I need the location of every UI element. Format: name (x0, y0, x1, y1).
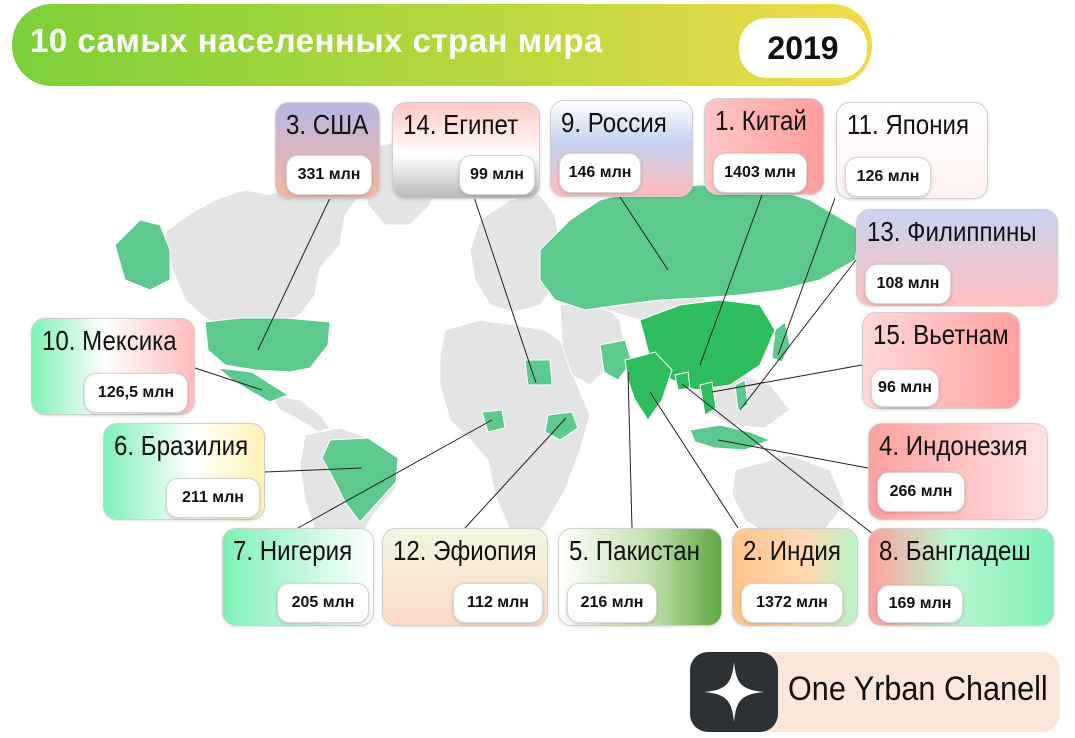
population-badge: 211 млн (166, 478, 260, 518)
population-badge: 99 млн (459, 155, 535, 195)
country-vietnam (699, 381, 717, 416)
connector-lines (194, 184, 879, 539)
page-title: 10 самых населенных стран мира (30, 22, 603, 59)
connector-line-usa (257, 197, 331, 351)
population-badge: 1403 млн (713, 153, 807, 193)
connector-line-mexico (194, 367, 263, 391)
population-badge: 266 млн (877, 472, 965, 512)
connector-line-bangladesh (681, 383, 879, 539)
country-card-brazil: 6. Бразилия 211 млн (103, 423, 265, 520)
country-card-nigeria: 7. Нигерия 205 млн (222, 528, 374, 626)
country-card-japan: 11. Япония 126 млн (836, 102, 988, 199)
country-name: 3. США (286, 109, 369, 140)
country-mexico (216, 367, 290, 403)
population-badge: 1372 млн (741, 583, 843, 623)
connector-line-pakistan (627, 371, 633, 529)
country-name: 1. Китай (715, 105, 807, 136)
country-name: 11. Япония (847, 109, 969, 140)
country-indonesia (689, 424, 772, 451)
year-badge: 2019 (739, 18, 867, 78)
country-card-bangladesh: 8. Бангладеш 169 млн (868, 528, 1054, 626)
country-name: 6. Бразилия (114, 430, 249, 461)
population-badge: 126,5 млн (84, 373, 188, 413)
highlighted-countries (114, 184, 861, 523)
country-name: 10. Мексика (42, 325, 177, 356)
population-badge: 126 млн (845, 157, 931, 197)
country-card-china: 1. Китай 1403 млн (704, 98, 824, 195)
title-banner: 10 самых населенных стран мира 2019 (12, 4, 872, 86)
connector-line-indonesia (717, 439, 869, 469)
channel-badge: One Yrban Chanell (690, 652, 1060, 732)
country-name: 7. Нигерия (233, 535, 353, 566)
country-japan (771, 321, 791, 363)
population-badge: 146 млн (559, 153, 641, 193)
country-name: 4. Индонезия (879, 430, 1028, 461)
connector-line-ethiopia (464, 417, 567, 529)
connector-line-philippines (739, 259, 857, 411)
country-name: 9. Россия (561, 107, 667, 138)
population-badge: 108 млн (865, 264, 951, 304)
country-pakistan (599, 339, 633, 381)
population-badge: 169 млн (877, 585, 963, 623)
country-card-russia: 9. Россия 146 млн (550, 100, 693, 197)
country-card-indonesia: 4. Индонезия 266 млн (868, 423, 1048, 520)
country-name: 5. Пакистан (569, 535, 700, 566)
country-name: 12. Эфиопия (393, 535, 537, 566)
country-card-pakistan: 5. Пакистан 216 млн (558, 528, 722, 626)
land-europe (469, 194, 561, 313)
country-india (624, 351, 673, 421)
country-russia (539, 184, 861, 311)
country-card-india: 2. Индия 1372 млн (732, 528, 858, 626)
country-alaska (114, 219, 171, 291)
country-brazil (321, 437, 399, 523)
country-name: 2. Индия (743, 535, 841, 566)
country-card-philippines: 13. Филиппины 108 млн (856, 209, 1058, 306)
country-card-usa: 3. США 331 млн (275, 102, 380, 199)
land-north-america (164, 169, 361, 331)
country-card-vietnam: 15. Вьетнам 96 млн (862, 312, 1020, 409)
population-badge: 112 млн (453, 583, 543, 623)
land-africa (439, 319, 591, 546)
country-usa (204, 317, 331, 373)
population-badge: 205 млн (277, 583, 369, 623)
zen-star-icon (690, 652, 778, 732)
land-central-america (268, 394, 331, 433)
country-egypt (524, 359, 553, 386)
population-badge: 96 млн (871, 369, 939, 407)
country-name: 13. Филиппины (867, 216, 1037, 247)
country-ethiopia (544, 411, 579, 441)
country-card-mexico: 10. Мексика 126,5 млн (31, 318, 195, 415)
country-nigeria (481, 409, 506, 433)
connector-line-china (699, 194, 763, 366)
country-name: 14. Египет (403, 109, 519, 140)
connector-line-india (649, 391, 739, 529)
country-bangladesh (674, 371, 691, 391)
connector-line-egypt (469, 184, 537, 384)
connector-line-brazil (264, 467, 363, 473)
population-badge: 331 млн (286, 155, 372, 195)
population-badge: 216 млн (567, 583, 657, 623)
country-card-egypt: 14. Египет 99 млн (392, 102, 540, 199)
connector-line-vietnam (711, 364, 863, 393)
connector-line-nigeria (297, 419, 493, 529)
connector-line-japan (777, 197, 836, 356)
connector-line-russia (619, 196, 669, 271)
channel-name: One Yrban Chanell (788, 670, 1048, 708)
country-card-ethiopia: 12. Эфиопия 112 млн (382, 528, 548, 626)
country-name: 15. Вьетнам (873, 319, 1009, 350)
country-name: 8. Бангладеш (879, 535, 1031, 566)
